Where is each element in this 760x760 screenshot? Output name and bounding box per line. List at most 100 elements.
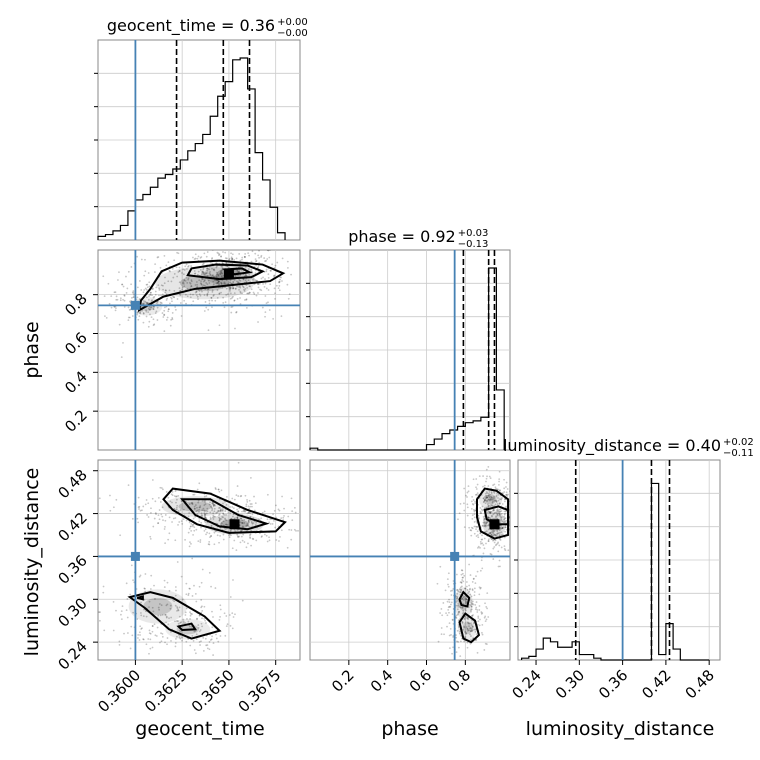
- sample-point: [194, 284, 197, 286]
- sample-point: [52, 264, 54, 266]
- sample-point: [254, 272, 257, 275]
- sample-point: [173, 273, 176, 275]
- histogram-luminosity_distance: [521, 482, 710, 661]
- sample-point: [225, 523, 228, 526]
- sample-point: [511, 507, 513, 509]
- sample-point: [195, 633, 198, 636]
- sample-point: [488, 495, 491, 498]
- sample-point: [462, 611, 465, 614]
- sample-point: [265, 259, 268, 262]
- sample-point: [492, 484, 494, 487]
- sample-point: [459, 581, 462, 583]
- sample-point: [486, 521, 488, 524]
- sample-point: [190, 285, 193, 287]
- sample-point: [119, 297, 122, 300]
- sample-point: [466, 628, 469, 631]
- sample-point: [193, 630, 196, 633]
- sample-point: [500, 527, 503, 529]
- sample-point: [257, 283, 260, 286]
- sample-point: [278, 289, 281, 292]
- sample-point: [156, 300, 159, 303]
- sample-point: [491, 515, 493, 518]
- sample-point: [239, 259, 242, 262]
- sample-point: [487, 510, 490, 512]
- sample-point: [481, 633, 484, 636]
- sample-point: [239, 286, 242, 289]
- sample-point: [274, 292, 276, 295]
- sample-point: [480, 559, 483, 562]
- sample-point: [204, 301, 207, 303]
- sample-point: [237, 281, 240, 284]
- sample-point: [493, 530, 496, 533]
- sample-point: [225, 287, 228, 290]
- sample-point: [235, 257, 238, 260]
- sample-point: [231, 253, 234, 256]
- sample-point: [89, 274, 91, 276]
- sample-point: [264, 295, 267, 297]
- sample-point: [166, 316, 169, 319]
- sample-point: [195, 281, 198, 283]
- sample-point: [209, 261, 212, 264]
- sample-point: [200, 599, 203, 601]
- sample-point: [268, 309, 271, 311]
- sample-point: [211, 516, 214, 519]
- sample-point: [448, 622, 451, 625]
- sample-point: [180, 630, 182, 633]
- sample-point: [211, 267, 213, 270]
- sample-point: [467, 629, 469, 632]
- sample-point: [495, 495, 498, 498]
- sample-point: [482, 501, 485, 504]
- sample-point: [503, 510, 506, 513]
- sample-point: [490, 504, 493, 506]
- sample-point: [485, 524, 488, 527]
- sample-point: [225, 625, 228, 628]
- sample-point: [235, 549, 238, 552]
- sample-point: [498, 559, 501, 562]
- contour-line: [137, 595, 144, 601]
- sample-point: [479, 510, 482, 513]
- x-tick-label-luminosity_distance: 0.30: [552, 666, 588, 702]
- sample-point: [158, 287, 161, 290]
- sample-point: [472, 622, 475, 625]
- sample-point: [478, 609, 481, 611]
- sample-point: [155, 302, 158, 305]
- sample-point: [479, 507, 482, 509]
- sample-point: [238, 269, 241, 272]
- sample-point: [489, 532, 491, 534]
- sample-point: [175, 495, 177, 498]
- sample-point: [149, 647, 152, 650]
- sample-point: [465, 598, 468, 601]
- sample-point: [504, 510, 507, 513]
- sample-point: [191, 524, 194, 526]
- sample-point: [480, 508, 483, 511]
- sample-point: [264, 533, 266, 536]
- sample-point: [165, 264, 168, 267]
- sample-point: [471, 495, 474, 498]
- sample-point: [481, 505, 484, 508]
- sample-point: [203, 278, 206, 281]
- sample-point: [170, 296, 172, 299]
- sample-point: [496, 508, 499, 511]
- sample-point: [487, 538, 490, 541]
- sample-point: [500, 533, 503, 536]
- x-tick-label-phase: 0.6: [406, 666, 436, 696]
- sample-point: [216, 534, 219, 537]
- sample-point: [247, 520, 250, 522]
- sample-point: [250, 260, 253, 263]
- sample-point: [472, 509, 475, 511]
- sample-point: [207, 543, 210, 546]
- sample-point: [241, 519, 244, 522]
- sample-point: [249, 503, 252, 505]
- sample-point: [461, 606, 464, 609]
- sample-point: [138, 575, 141, 578]
- sample-point: [216, 265, 218, 268]
- sample-point: [98, 619, 101, 622]
- sample-point: [193, 649, 196, 651]
- sample-point: [483, 517, 486, 520]
- y-tick-label-phase: 0.4: [61, 367, 91, 397]
- sample-point: [248, 499, 251, 502]
- sample-point: [489, 512, 492, 515]
- sample-point: [188, 587, 191, 590]
- sample-point: [152, 308, 155, 310]
- sample-point: [504, 512, 506, 515]
